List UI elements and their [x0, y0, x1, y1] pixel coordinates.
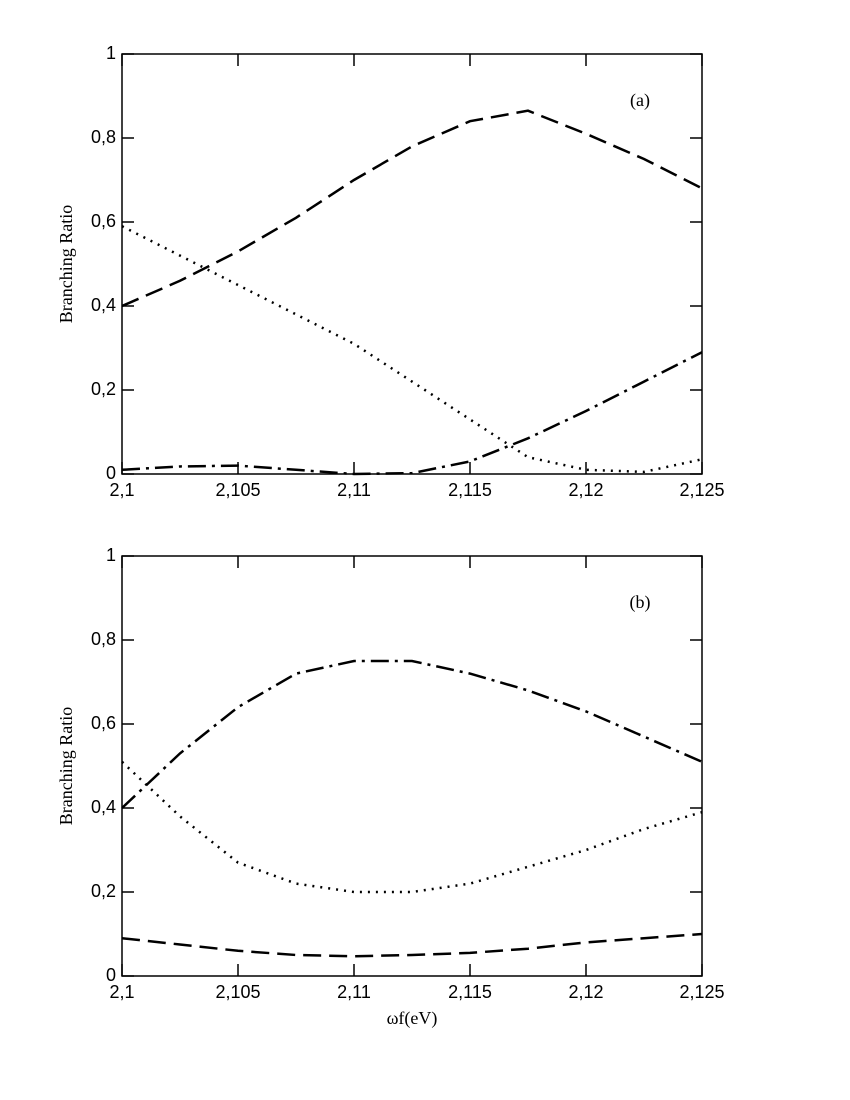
y-axis-label: Branching Ratio: [56, 205, 76, 323]
series-line: [121, 659, 703, 809]
y-tick-label: 0,6: [91, 713, 116, 733]
series-line: [121, 109, 703, 308]
x-tick-label: 2,115: [448, 982, 492, 1002]
x-tick-label: 2,105: [215, 982, 260, 1002]
annotation: (a): [630, 90, 650, 111]
y-tick-label: 0,6: [91, 211, 116, 231]
chart: 0 0,2 0,4 0,6 0,8 1 2,1 2,105 2,11 2,115 2,12 2,125…: [56, 43, 724, 500]
x-tick-label: 2,105: [215, 480, 260, 500]
plot-frame: [121, 555, 703, 977]
plot-frame: [121, 53, 703, 475]
y-tick-label: 0,8: [91, 629, 116, 649]
x-tick-label: 2,125: [679, 982, 724, 1002]
y-tick-label: 0,2: [91, 881, 116, 901]
x-tick-label: 2,12: [568, 982, 603, 1002]
y-tick-label: 0: [106, 463, 116, 483]
y-tick-label: 1: [106, 43, 116, 63]
chart: 0 0,2 0,4 0,6 0,8 1 2,1 2,105 2,11 2,115 2,12 2,125…: [56, 545, 724, 1029]
x-tick-label: 2,1: [109, 480, 134, 500]
y-tick-label: 0,2: [91, 379, 116, 399]
series-line: [121, 351, 703, 476]
series-line: [121, 932, 703, 958]
x-tick-label: 2,11: [337, 480, 371, 500]
x-tick-label: 2,125: [679, 480, 724, 500]
x-tick-label: 2,1: [109, 982, 134, 1002]
series-line: [121, 760, 703, 894]
y-tick-label: 0,4: [91, 797, 116, 817]
y-tick-label: 1: [106, 545, 116, 565]
y-axis-label: Branching Ratio: [56, 707, 76, 825]
annotation: (b): [630, 592, 651, 613]
x-axis-label: ωf(eV): [387, 1008, 438, 1029]
x-tick-label: 2,12: [568, 480, 603, 500]
y-tick-label: 0,4: [91, 295, 116, 315]
series-line: [121, 225, 703, 474]
x-tick-label: 2,115: [448, 480, 492, 500]
y-tick-label: 0,8: [91, 127, 116, 147]
x-tick-label: 2,11: [337, 982, 371, 1002]
y-tick-label: 0: [106, 965, 116, 985]
